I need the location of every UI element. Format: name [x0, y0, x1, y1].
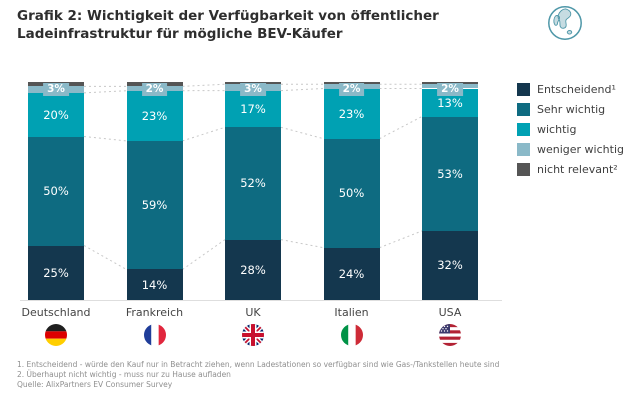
uk-flag-icon — [242, 324, 264, 346]
bar-segment: 32% — [422, 230, 478, 300]
legend-swatch — [517, 143, 530, 156]
bar-segment: 53% — [422, 116, 478, 231]
footnotes: 1. Entscheidend - würde den Kauf nur in … — [17, 360, 499, 390]
legend-item: wichtig — [517, 123, 624, 136]
italy-flag-icon — [340, 324, 363, 346]
segment-value-label: 52% — [240, 176, 266, 191]
category-label: Deutschland — [21, 306, 91, 319]
stacked-bar: 28% 52% 17% 3% — [225, 82, 281, 300]
legend-label: weniger wichtig — [537, 143, 624, 156]
legend-label: Entscheidend¹ — [537, 83, 616, 96]
bar-segment: 17% — [225, 90, 281, 128]
chart-title: Grafik 2: Wichtigkeit der Verfügbarkeit … — [17, 8, 439, 43]
x-axis-line — [20, 300, 502, 301]
connector-lines — [83, 83, 423, 270]
legend-item: nicht relevant² — [517, 163, 624, 176]
bar-segment: 25% — [28, 245, 84, 300]
segment-value-label: 13% — [437, 95, 463, 110]
segment-value-label: 32% — [437, 258, 463, 273]
germany-flag-icon — [45, 324, 67, 346]
legend-label: wichtig — [537, 123, 577, 136]
legend-label: Sehr wichtig — [537, 103, 606, 116]
bar-segment: 14% — [126, 269, 183, 300]
globe-icon — [545, 3, 585, 43]
bar-segment: 23% — [126, 90, 183, 141]
footnote-1: 1. Entscheidend - würde den Kauf nur in … — [17, 360, 500, 369]
category-label: Frankreich — [125, 306, 184, 319]
segment-value-label: 17% — [240, 101, 266, 116]
legend-swatch — [517, 103, 530, 116]
legend-swatch — [517, 123, 530, 136]
bar-segment: 50% — [323, 138, 380, 248]
small-segment-value-label: 2% — [141, 83, 168, 96]
legend-label: nicht relevant² — [537, 163, 618, 176]
segment-value-label: 20% — [43, 107, 69, 122]
france-flag-icon — [143, 324, 166, 346]
bar-segment: 28% — [225, 239, 281, 300]
bar-segment: 50% — [28, 136, 84, 246]
stacked-bar: 14% 59% 23% 2% — [126, 82, 183, 300]
segment-value-label: 50% — [338, 186, 365, 201]
segment-value-label: 23% — [141, 108, 168, 123]
segment-value-label: 50% — [43, 184, 69, 198]
source-line: Quelle: AlixPartners EV Consumer Survey — [17, 380, 173, 389]
segment-value-label: 25% — [43, 265, 69, 280]
stacked-bar: 25% 50% 20% 3% — [28, 82, 84, 300]
bar-segment: 59% — [126, 140, 183, 270]
category-label: UK — [245, 306, 261, 319]
chart-canvas: 25% 50% 20% 3% Deutschland 14% 59% 23% 2% Frankre… — [21, 82, 478, 352]
category-label: Italien — [334, 306, 369, 319]
bar-column-france: 14% 59% 23% 2% Frankreich — [126, 82, 183, 352]
segment-value-label: 14% — [141, 277, 168, 292]
legend-swatch — [517, 83, 530, 96]
bar-segment: 23% — [323, 88, 380, 139]
category-label: USA — [438, 306, 462, 319]
stacked-bar: 32% 53% 13% 2% — [422, 82, 478, 300]
segment-value-label: 28% — [240, 262, 266, 277]
small-segment-value-label: 2% — [338, 83, 365, 96]
footnote-2: 2. Überhaupt nicht wichtig - muss nur zu… — [17, 370, 231, 379]
bar-segment: 20% — [28, 92, 84, 137]
legend-swatch — [517, 163, 530, 176]
small-segment-value-label: 2% — [437, 83, 463, 96]
segment-value-label: 23% — [338, 106, 365, 121]
segment-value-label: 53% — [437, 166, 463, 181]
bar-column-usa: 32% 53% 13% 2% USA — [422, 82, 478, 352]
bar-column-uk: 28% 52% 17% 3% UK — [225, 82, 281, 352]
legend-item: Entscheidend¹ — [517, 83, 624, 96]
bar-segment: 24% — [323, 247, 380, 300]
legend-item: weniger wichtig — [517, 143, 624, 156]
bar-segment: 52% — [225, 127, 281, 240]
segment-value-label: 24% — [338, 266, 365, 281]
small-segment-value-label: 3% — [43, 83, 69, 96]
legend-item: Sehr wichtig — [517, 103, 624, 116]
usa-flag-icon — [439, 324, 461, 346]
legend: Entscheidend¹ Sehr wichtig wichtig weniger … — [517, 83, 624, 183]
bar-column-italy: 24% 50% 23% 2% Italien — [323, 82, 380, 352]
small-segment-value-label: 3% — [240, 83, 266, 96]
segment-value-label: 59% — [141, 198, 168, 213]
bar-column-germany: 25% 50% 20% 3% Deutschland — [21, 82, 91, 352]
stacked-bar: 24% 50% 23% 2% — [323, 82, 380, 300]
